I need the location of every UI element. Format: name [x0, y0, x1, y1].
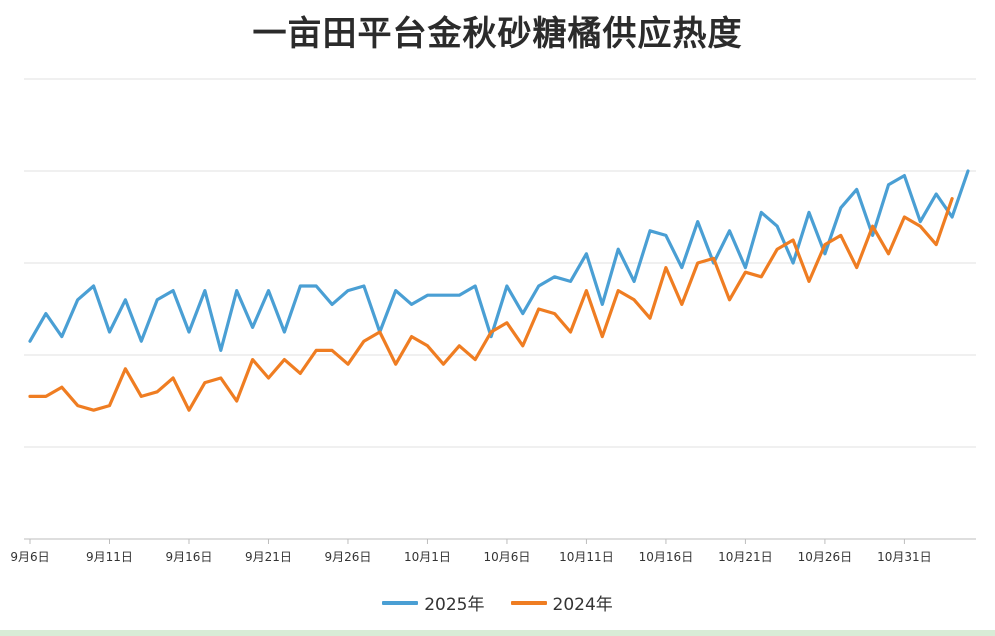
x-tick-label: 10月6日: [483, 550, 530, 564]
x-tick-label: 9月6日: [10, 550, 49, 564]
gridlines: [24, 78, 976, 448]
x-tick-label: 9月11日: [86, 550, 133, 564]
x-tick-label: 9月21日: [245, 550, 292, 564]
legend-label-2024: 2024年: [552, 595, 613, 615]
x-tick-label: 9月26日: [325, 550, 372, 564]
x-tick-label: 10月21日: [718, 550, 773, 564]
legend-item-2025[interactable]: 2025年: [382, 590, 485, 615]
x-tick-label: 9月16日: [166, 550, 213, 564]
series-line-2025: [28, 169, 970, 352]
x-tick-label: 10月1日: [404, 550, 451, 564]
x-tick-label: 10月31日: [877, 550, 932, 564]
chart-title: 一亩田平台金秋砂糖橘供应热度: [252, 14, 743, 54]
x-tick-label: 10月26日: [798, 550, 853, 564]
legend-item-2024[interactable]: 2024年: [510, 590, 613, 615]
footer-strip: [0, 630, 995, 636]
legend: 2025年 2024年: [0, 590, 995, 615]
legend-swatch-2025: [382, 600, 419, 605]
x-tick-label: 10月11日: [559, 550, 614, 564]
series-line-2024: [28, 197, 954, 412]
x-tick-labels: 9月6日 9月11日 9月16日 9月21日 9月26日 10月1日 10月6日 10月11日…: [10, 539, 932, 564]
line-chart: 9月6日 9月11日 9月16日 9月21日 9月26日 10月1日 10月6日 10月11日…: [10, 78, 976, 564]
x-tick-label: 10月16日: [639, 550, 694, 564]
legend-swatch-2024: [510, 600, 547, 605]
series-lines: [28, 169, 970, 412]
legend-label-2025: 2025年: [424, 595, 485, 615]
